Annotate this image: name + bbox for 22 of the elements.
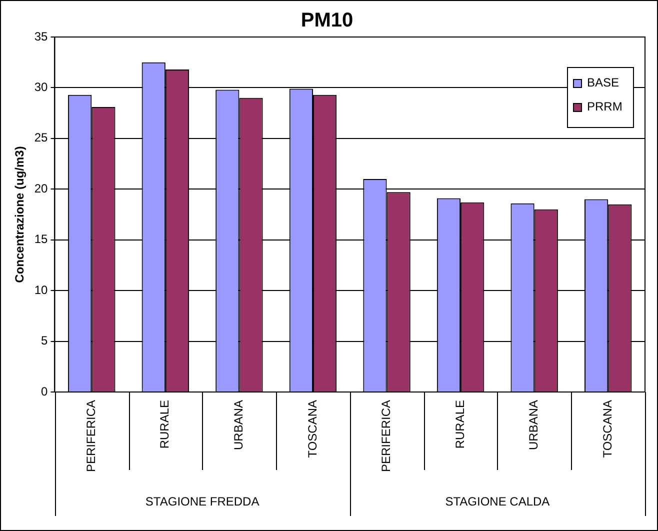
x-tick-label: URBANA xyxy=(232,400,246,450)
y-axis-title: Concentrazione (ug/m3) xyxy=(12,146,27,283)
y-tick-label: 15 xyxy=(34,232,48,246)
legend-label: PRRM xyxy=(587,99,622,114)
text: STAGIONE CALDA xyxy=(445,494,550,508)
text: STAGIONE FREDDA xyxy=(145,494,260,508)
y-tick-label: 30 xyxy=(34,80,48,94)
x-tick-label: TOSCANA xyxy=(305,400,320,458)
x-tick-label: URBANA xyxy=(526,400,541,450)
y-tick-label: 20 xyxy=(34,181,48,196)
chart-title: PM10 xyxy=(300,10,354,32)
y-tick-label: 0 xyxy=(41,384,48,398)
legend-label: BASE xyxy=(587,75,620,90)
y-tick-label: 25 xyxy=(34,130,48,145)
y-tick-label: 10 xyxy=(34,282,48,297)
x-tick-label: PERIFERICA xyxy=(379,400,394,472)
x-tick-label: TOSCANA xyxy=(600,400,614,458)
x-tick-label: PERIFERICA xyxy=(84,400,98,472)
x-tick-label: RURALE xyxy=(452,400,467,449)
x-tick-label: RURALE xyxy=(158,400,172,449)
y-tick-label: 35 xyxy=(34,29,48,44)
y-tick-label: 5 xyxy=(41,334,48,348)
